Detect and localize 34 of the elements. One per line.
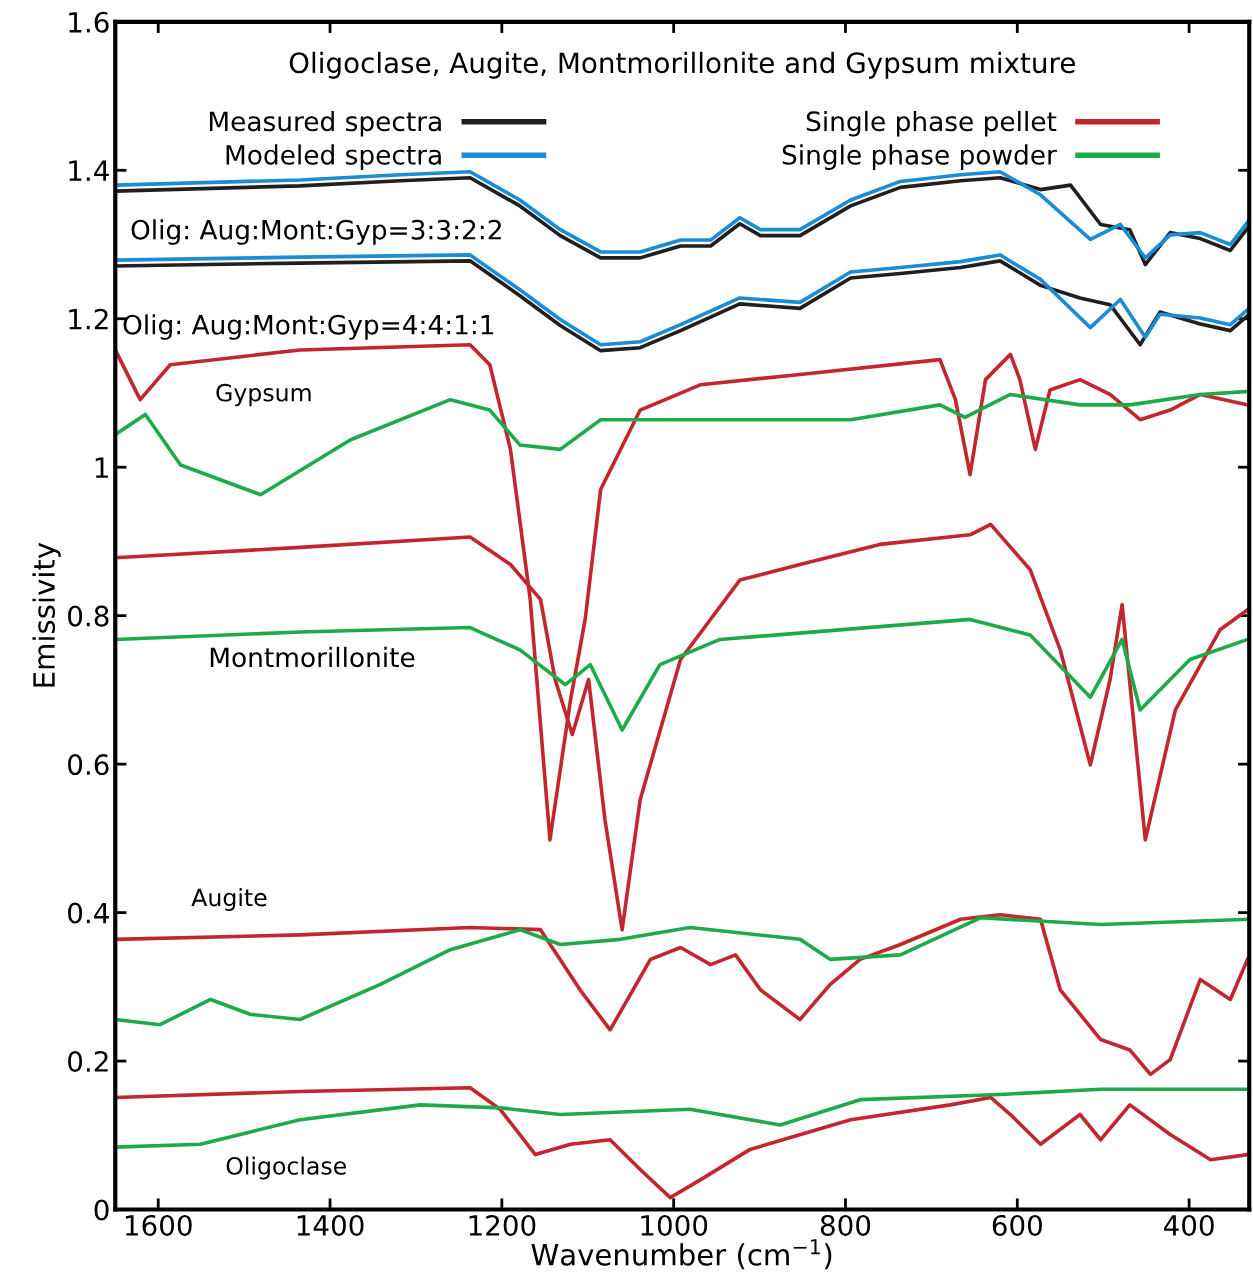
- y-tick-label: 1: [95, 457, 108, 478]
- legend-label: Modeled spectra: [226, 144, 441, 170]
- annotation: Montmorillonite: [210, 646, 415, 668]
- annotation: Augite: [191, 888, 267, 911]
- x-tick-label: 600: [992, 1214, 1042, 1236]
- x-tick-label: 1000: [641, 1214, 708, 1236]
- x-axis-title: Wavenumber (cm$^{−1}$): [531, 1239, 832, 1270]
- annotation: Olig: Aug:Mont:Gyp=3:3:2:2: [131, 219, 501, 245]
- y-tick-label: 0.2: [68, 1051, 108, 1073]
- line-series: [115, 915, 1250, 1027]
- y-axis-title: Emissivity: [32, 542, 61, 687]
- x-tick-label: 400: [1163, 1214, 1214, 1236]
- line-series: [115, 617, 1250, 732]
- y-tick-label: 0.6: [68, 754, 109, 776]
- annotation: Gypsum: [216, 383, 311, 407]
- x-tick-label: 1400: [297, 1214, 364, 1236]
- x-tick-label: 1200: [469, 1214, 536, 1236]
- line-series: [115, 1085, 1250, 1200]
- y-tick-label: 1.6: [69, 11, 109, 33]
- annotation: Oligoclase: [226, 1156, 346, 1180]
- y-tick-label: 1.4: [69, 160, 109, 181]
- y-tick-label: 1.2: [69, 308, 108, 330]
- annotation: Olig: Aug:Mont:Gyp=4:4:1:1: [123, 314, 494, 340]
- x-tick-label: 800: [820, 1214, 871, 1236]
- legend-label: Single phase pellet: [806, 110, 1057, 137]
- x-tick-label: 1600: [125, 1214, 192, 1236]
- text: Oligoclase, Augite, Montmorillonite and Gypsum mixture: [289, 51, 1075, 79]
- y-tick-label: 0: [94, 1199, 109, 1221]
- y-tick-label: 0.8: [68, 605, 109, 627]
- y-tick-label: 0.4: [68, 902, 109, 924]
- legend-label: Measured spectra: [209, 110, 441, 137]
- legend-label: Single phase powder: [782, 144, 1057, 170]
- line-series: [115, 913, 1250, 1077]
- line-series: [115, 1087, 1250, 1149]
